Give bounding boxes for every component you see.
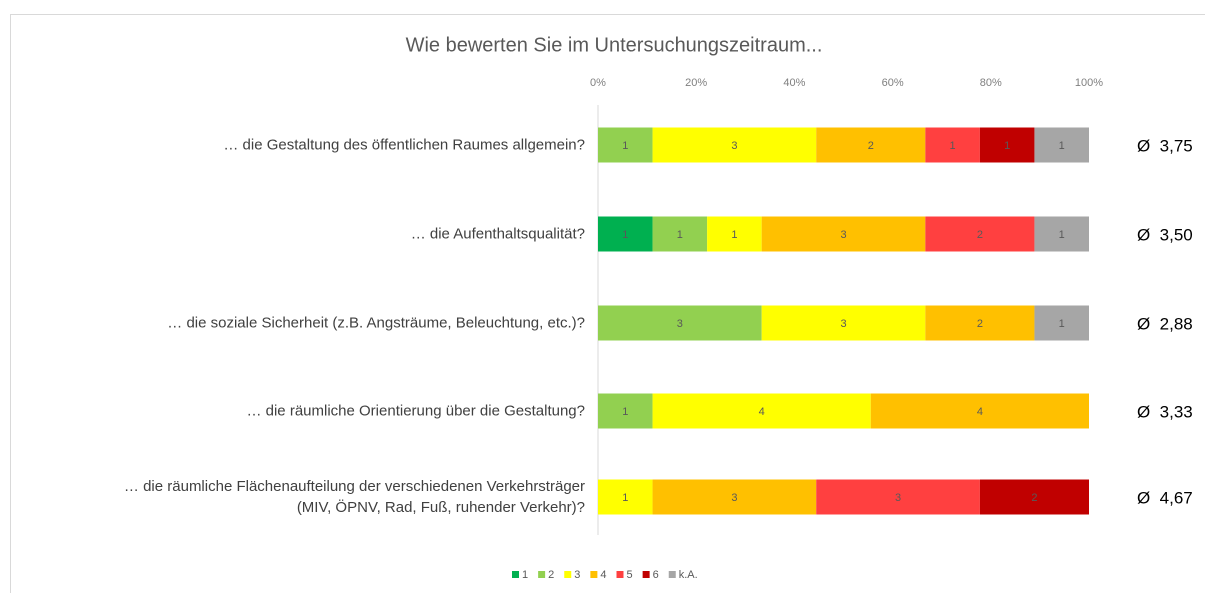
data-label: 3: [731, 140, 737, 152]
legend-swatch: [590, 571, 598, 578]
legend-label: 3: [574, 569, 580, 581]
bar-segment: [707, 216, 762, 252]
data-label: 1: [622, 492, 628, 504]
bar-segment: [979, 127, 1035, 163]
category-label: … die Gestaltung des öffentlichen Raumes…: [223, 136, 585, 154]
bar-segment: [652, 216, 708, 252]
data-label: 2: [868, 140, 874, 152]
legend-swatch: [642, 571, 650, 578]
bar-segment: [870, 393, 1089, 429]
chart-frame: [10, 14, 1205, 593]
data-label: 1: [622, 140, 628, 152]
bar-segment: [979, 479, 1089, 515]
bar-segment: [925, 305, 1035, 341]
average-label: Ø 3,33: [1137, 402, 1193, 421]
bar-segment: [652, 393, 871, 429]
legend-swatch: [668, 571, 676, 578]
data-label: 4: [977, 406, 983, 418]
data-label: 1: [1059, 229, 1065, 241]
category-label: … die Aufenthaltsqualität?: [410, 225, 585, 243]
bar-segment: [816, 479, 980, 515]
average-label: Ø 4,67: [1137, 488, 1193, 507]
bar-segment: [816, 127, 926, 163]
legend-label: 4: [600, 569, 606, 581]
bar-segment: [1034, 216, 1089, 252]
legend-label: 6: [653, 569, 659, 581]
bar-segment: [598, 216, 653, 252]
data-label: 3: [677, 318, 683, 330]
data-label: 1: [1059, 140, 1065, 152]
legend-swatch: [616, 571, 624, 578]
average-label: Ø 3,50: [1137, 225, 1193, 244]
category-label: … die soziale Sicherheit (z.B. Angsträum…: [167, 314, 585, 332]
category-label: … die räumliche Orientierung über die Ge…: [246, 402, 585, 420]
bar-segment: [1034, 127, 1089, 163]
bar-segment: [1034, 305, 1089, 341]
data-label: 2: [977, 318, 983, 330]
bar-segment: [652, 479, 817, 515]
legend-label: 2: [548, 569, 554, 581]
data-label: 1: [1059, 318, 1065, 330]
bar-segment: [598, 127, 653, 163]
data-label: 1: [950, 140, 956, 152]
category-label: … die räumliche Flächenaufteilung der ve…: [123, 478, 585, 516]
bar-segment: [761, 305, 926, 341]
chart-title: Wie bewerten Sie im Untersuchungszeitrau…: [406, 34, 823, 56]
average-label: Ø 3,75: [1137, 136, 1193, 155]
bar-segment: [598, 305, 762, 341]
data-label: 1: [1004, 140, 1010, 152]
average-label: Ø 2,88: [1137, 314, 1193, 333]
data-label: 4: [759, 406, 765, 418]
legend-swatch: [512, 571, 519, 578]
bar-segment: [925, 127, 980, 163]
x-tick-label: 0%: [590, 77, 606, 89]
data-label: 3: [895, 492, 901, 504]
legend-label: 5: [627, 569, 633, 581]
x-tick-label: 100%: [1075, 77, 1103, 89]
legend-swatch: [564, 571, 572, 578]
bar-segment: [598, 393, 653, 429]
legend-swatch: [538, 571, 546, 578]
legend-label: k.A.: [679, 569, 698, 581]
x-tick-label: 80%: [980, 77, 1002, 89]
bar-segment: [761, 216, 926, 252]
data-label: 3: [731, 492, 737, 504]
bar-segment: [925, 216, 1035, 252]
bar-segment: [598, 479, 653, 515]
x-tick-label: 20%: [685, 77, 707, 89]
legend-label: 1: [522, 569, 528, 581]
data-label: 1: [622, 229, 628, 241]
data-label: 1: [622, 406, 628, 418]
x-tick-label: 40%: [783, 77, 805, 89]
data-label: 3: [840, 229, 846, 241]
data-label: 2: [1031, 492, 1037, 504]
data-label: 2: [977, 229, 983, 241]
bar-segment: [652, 127, 817, 163]
data-label: 3: [840, 318, 846, 330]
data-label: 1: [677, 229, 683, 241]
data-label: 1: [731, 229, 737, 241]
x-tick-label: 60%: [882, 77, 904, 89]
